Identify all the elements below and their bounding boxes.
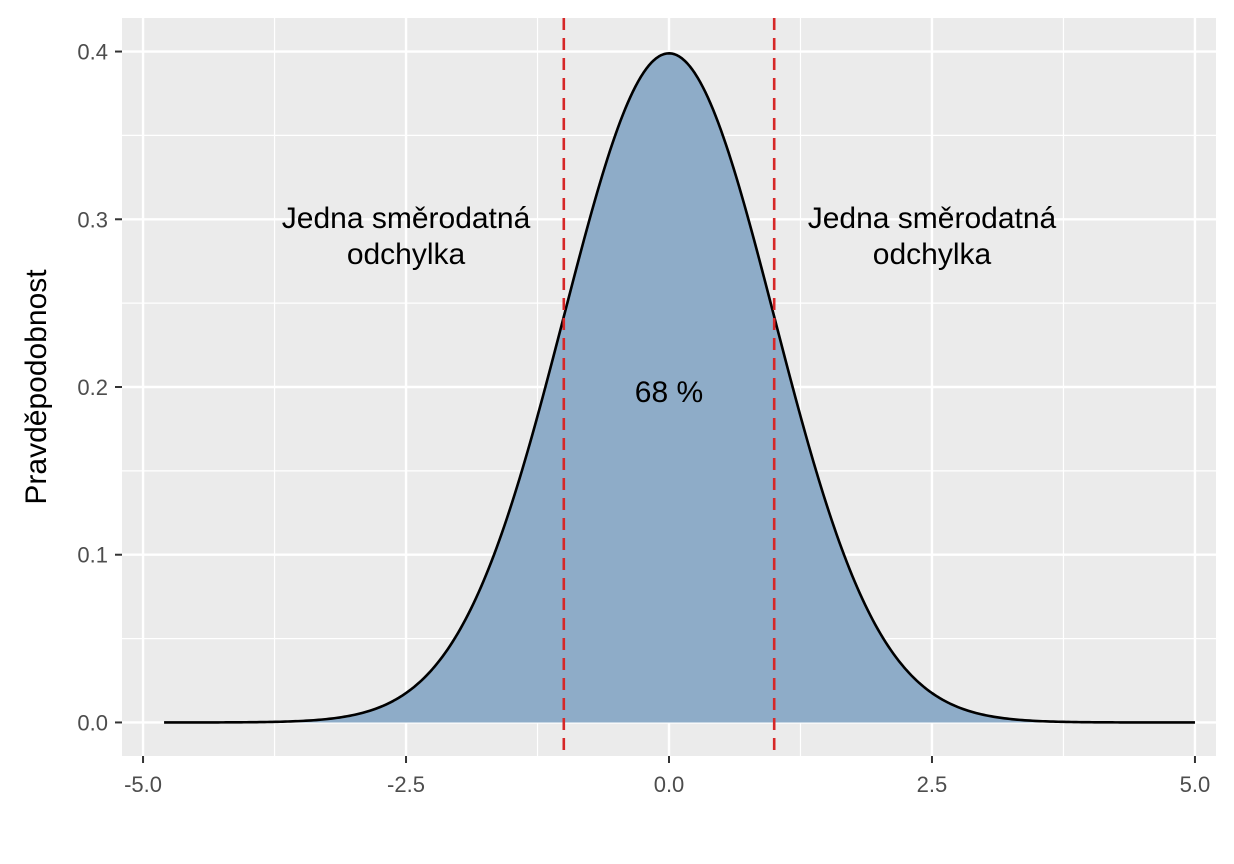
x-tick-label: -2.5	[387, 772, 425, 797]
density-area	[164, 53, 1195, 723]
annotation-label: Jedna směrodatná	[282, 202, 531, 235]
y-tick-label: 0.0	[77, 710, 108, 735]
y-axis-title: Pravděpodobnost	[20, 269, 53, 505]
annotation-label: 68 %	[635, 376, 703, 409]
y-tick-label: 0.4	[77, 40, 108, 65]
x-tick-label: 2.5	[917, 772, 948, 797]
annotation-label: Jedna směrodatná	[808, 202, 1057, 235]
annotation-label: odchylka	[347, 238, 466, 271]
x-tick-label: 0.0	[654, 772, 685, 797]
y-tick-label: 0.2	[77, 375, 108, 400]
y-axis: 0.0 0.1 0.2 0.3 0.4	[77, 40, 122, 735]
x-axis: -5.0 -2.5 0.0 2.5 5.0	[124, 756, 1210, 797]
density-curve	[164, 52, 1195, 724]
annotation-label: odchylka	[873, 238, 992, 271]
x-tick-label: 5.0	[1180, 772, 1211, 797]
y-tick-label: 0.1	[77, 543, 108, 568]
reference-lines	[562, 18, 776, 756]
y-tick-label: 0.3	[77, 207, 108, 232]
x-tick-label: -5.0	[124, 772, 162, 797]
